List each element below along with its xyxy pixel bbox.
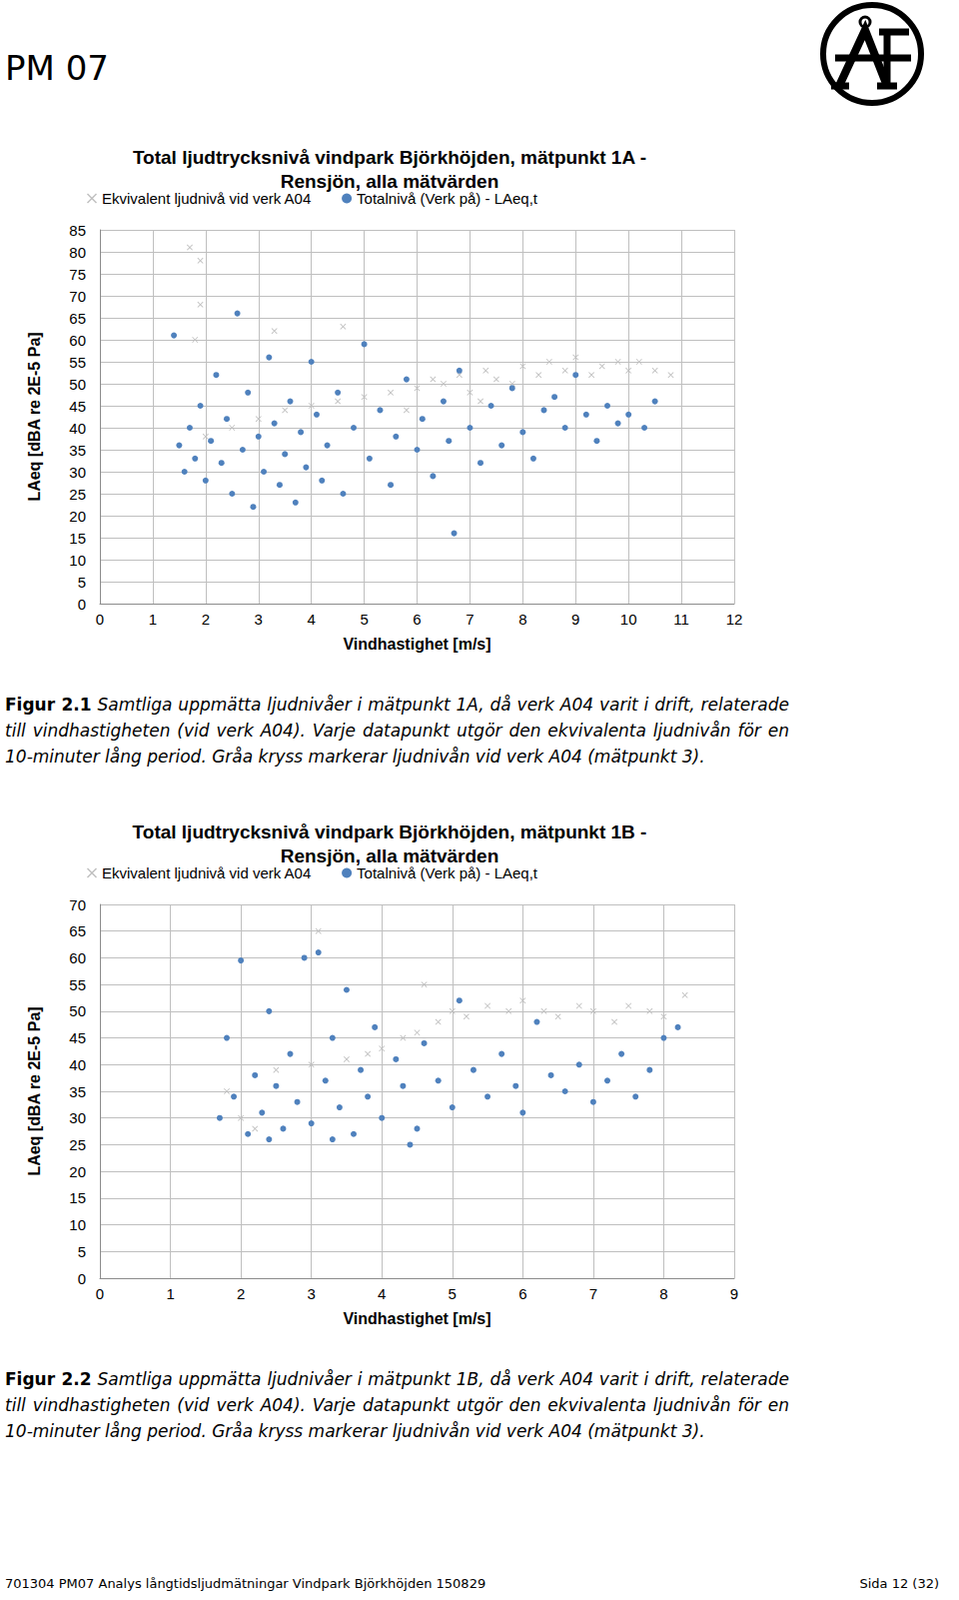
svg-text:20: 20	[68, 507, 86, 525]
svg-text:Totalnivå (Verk på) - LAeq,t: Totalnivå (Verk på) - LAeq,t	[356, 189, 539, 207]
svg-text:1: 1	[148, 610, 157, 628]
svg-text:7: 7	[589, 1284, 598, 1302]
html-text:PM 07: PM 07	[4, 47, 109, 88]
svg-text:6: 6	[518, 1284, 527, 1302]
html-text:701304 PM07 Analys långtidslju: 701304 PM07 Analys långtidsljudmätningar…	[4, 1575, 486, 1591]
html-text:Figur 2.2 Samtliga uppmätta lj: Figur 2.2 Samtliga uppmätta ljudnivåer i…	[4, 1368, 790, 1441]
svg-text:5: 5	[448, 1284, 457, 1302]
svg-text:25: 25	[68, 1135, 86, 1153]
svg-text:10: 10	[620, 610, 638, 628]
html-text:Sida 12 (32): Sida 12 (32)	[859, 1575, 940, 1591]
svg-text:30: 30	[68, 463, 86, 481]
svg-text:0: 0	[95, 610, 104, 628]
svg-text:40: 40	[68, 1055, 86, 1073]
svg-text:0: 0	[77, 1269, 86, 1287]
svg-text:40: 40	[68, 419, 86, 437]
svg-text:60: 60	[68, 331, 86, 349]
svg-text:60: 60	[68, 949, 86, 966]
svg-text:8: 8	[518, 610, 527, 628]
svg-text:12: 12	[726, 610, 744, 628]
svg-text:65: 65	[68, 309, 86, 327]
svg-text:10: 10	[68, 1215, 86, 1233]
svg-text:55: 55	[68, 975, 86, 993]
svg-text:7: 7	[465, 610, 474, 628]
svg-text:35: 35	[68, 441, 86, 459]
svg-text:0: 0	[95, 1284, 104, 1302]
svg-text:70: 70	[68, 896, 86, 914]
svg-text:Totalnivå (Verk på) - LAeq,t: Totalnivå (Verk på) - LAeq,t	[356, 864, 539, 882]
svg-text:45: 45	[68, 397, 86, 415]
svg-text:0: 0	[77, 595, 86, 613]
svg-text:20: 20	[68, 1162, 86, 1180]
svg-text:3: 3	[254, 610, 263, 628]
svg-text:80: 80	[68, 243, 86, 261]
svg-text:6: 6	[412, 610, 421, 628]
svg-text:30: 30	[68, 1108, 86, 1126]
svg-text:Ekvivalent ljudnivå vid verk A: Ekvivalent ljudnivå vid verk A04	[101, 864, 311, 882]
svg-text:5: 5	[359, 610, 368, 628]
svg-text:65: 65	[68, 922, 86, 940]
svg-text:9: 9	[571, 610, 580, 628]
svg-text:Ekvivalent ljudnivå vid verk A: Ekvivalent ljudnivå vid verk A04	[101, 189, 311, 207]
svg-text:2: 2	[236, 1284, 245, 1302]
svg-text:70: 70	[68, 287, 86, 305]
svg-text:15: 15	[68, 529, 86, 547]
html-text:Figur 2.1 Samtliga uppmätta lj: Figur 2.1 Samtliga uppmätta ljudnivåer i…	[4, 694, 790, 767]
svg-text:35: 35	[68, 1082, 86, 1100]
svg-text:5: 5	[77, 573, 86, 591]
svg-text:45: 45	[68, 1028, 86, 1046]
svg-text:15: 15	[68, 1188, 86, 1206]
svg-text:Vindhastighet [m/s]: Vindhastighet [m/s]	[342, 635, 491, 653]
svg-text:2: 2	[201, 610, 210, 628]
svg-text:50: 50	[68, 375, 86, 393]
svg-text:25: 25	[68, 485, 86, 503]
svg-text:Rensjön, alla mätvärden: Rensjön, alla mätvärden	[280, 845, 500, 867]
svg-text:Vindhastighet [m/s]: Vindhastighet [m/s]	[342, 1309, 491, 1327]
svg-text:1: 1	[165, 1284, 174, 1302]
svg-text:LAeq [dBA re 2E-5 Pa]: LAeq [dBA re 2E-5 Pa]	[25, 331, 43, 501]
svg-text:85: 85	[68, 221, 86, 239]
svg-text:4: 4	[377, 1284, 386, 1302]
svg-text:9: 9	[730, 1284, 739, 1302]
svg-text:55: 55	[68, 353, 86, 371]
svg-text:75: 75	[68, 265, 86, 283]
svg-text:8: 8	[659, 1284, 668, 1302]
svg-text:LAeq [dBA re 2E-5 Pa]: LAeq [dBA re 2E-5 Pa]	[25, 1005, 43, 1175]
svg-text:3: 3	[306, 1284, 315, 1302]
svg-text:4: 4	[306, 610, 315, 628]
svg-text:5: 5	[77, 1242, 86, 1260]
svg-text:50: 50	[68, 1001, 86, 1019]
svg-text:10: 10	[68, 551, 86, 569]
svg-text:Rensjön, alla mätvärden: Rensjön, alla mätvärden	[280, 170, 500, 192]
svg-text:Total ljudtrycksnivå vindpark: Total ljudtrycksnivå vindpark Björkhöjde…	[132, 821, 648, 843]
svg-text:11: 11	[673, 610, 690, 628]
svg-text:Total ljudtrycksnivå vindpark: Total ljudtrycksnivå vindpark Björkhöjde…	[132, 146, 647, 168]
